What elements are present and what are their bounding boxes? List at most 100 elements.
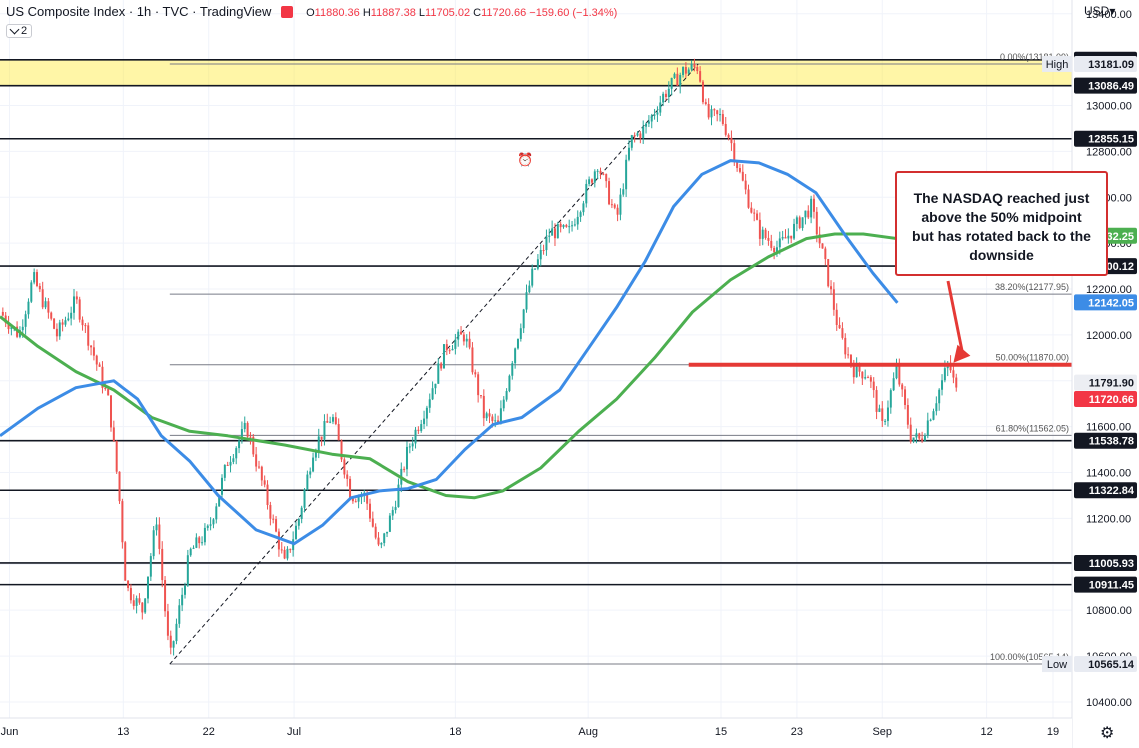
candle-body [693, 64, 696, 67]
candle-body [664, 93, 667, 98]
x-tick-label: 12 [980, 726, 992, 738]
symbol-title[interactable]: US Composite Index · 1h · TVC · TradingV… [6, 4, 272, 19]
fib-level-label: 61.80%(11562.05) [996, 423, 1069, 433]
candle-body [590, 179, 593, 183]
candle-body [371, 518, 374, 527]
horizontal-levels[interactable] [0, 58, 1072, 586]
candle-body [354, 501, 357, 503]
candle-body [41, 289, 44, 308]
candle-body [588, 179, 591, 184]
candle-body [243, 422, 246, 430]
candle-body [568, 226, 571, 228]
candle-body [719, 114, 722, 116]
price-label-bg [1074, 432, 1137, 449]
gear-icon[interactable]: ⚙ [1100, 725, 1115, 742]
candle-body [152, 530, 155, 557]
candle-body [343, 459, 346, 475]
candle-body [915, 433, 918, 438]
candle-body [835, 309, 838, 325]
candle-body [98, 364, 101, 367]
candle-body [323, 421, 326, 440]
candle-body [696, 66, 699, 72]
candle-body [457, 331, 460, 340]
candle-body [408, 446, 411, 448]
candle-body [804, 210, 807, 218]
fib-level-label: 38.20%(12177.95) [995, 282, 1069, 292]
candle-body [494, 420, 497, 422]
candle-body [881, 408, 884, 421]
candle-body [460, 331, 463, 335]
candle-body [283, 549, 286, 559]
candle-body [733, 143, 736, 162]
indicators-toggle[interactable]: 2 [6, 24, 33, 38]
candle-body [320, 436, 323, 440]
candle-body [1, 311, 4, 316]
candle-body [471, 347, 474, 373]
candle-body [306, 474, 309, 490]
candle-body [770, 240, 773, 248]
candle-body [895, 364, 898, 379]
chevron-down-icon [9, 24, 20, 35]
candle-body [411, 443, 414, 447]
candle-body [380, 543, 383, 545]
candle-body [511, 363, 514, 376]
y-tick-label: 12000.00 [1086, 330, 1132, 342]
candle-body [516, 338, 519, 349]
candle-body [650, 115, 653, 122]
price-label-bg [1074, 294, 1137, 311]
candle-body [374, 526, 377, 538]
candle-body [761, 229, 764, 239]
time-axis[interactable]: Jun 13 22 Jul 18 Aug 15 23 Sep 12 19 [0, 717, 1072, 748]
x-tick-label: Jul [287, 726, 301, 738]
candle-body [425, 407, 428, 419]
fib-level-label: 100.00%(10565.14) [990, 652, 1069, 662]
candle-body [571, 225, 574, 227]
candle-body [232, 458, 235, 462]
x-tick-label: 22 [203, 726, 215, 738]
candle-body [699, 71, 702, 82]
candle-body [482, 395, 485, 419]
candle-body [189, 548, 192, 556]
candle-body [573, 224, 576, 226]
candle-body [269, 505, 272, 519]
candle-body [499, 408, 502, 424]
price-axis[interactable]: 10400.0010600.0010800.0011000.0011200.00… [1042, 0, 1139, 748]
candle-body [317, 436, 320, 452]
candle-body [462, 334, 465, 342]
candle-body [932, 411, 935, 420]
candle-body [67, 318, 70, 321]
candle-body [38, 285, 41, 290]
green-moving-average [0, 232, 898, 500]
candle-body [346, 474, 349, 479]
currency-selector[interactable]: USD▾ [1084, 4, 1116, 18]
candle-body [175, 623, 178, 642]
annotation-callout[interactable]: The NASDAQ reached just above the 50% mi… [895, 171, 1108, 276]
candle-body [744, 180, 747, 190]
candle-body [869, 377, 872, 382]
price-label: 13086.49 [1088, 81, 1134, 93]
candle-body [858, 363, 861, 372]
fibonacci-retracement[interactable]: 0.00%(13181.09) 38.20%(12177.95) 50.00%(11… [169, 52, 1072, 665]
candle-body [158, 524, 161, 549]
alarm-clock-icon[interactable]: ⏰ [517, 152, 534, 167]
arrow-shaft [946, 280, 964, 354]
candle-body [935, 403, 938, 412]
candle-body [101, 366, 104, 388]
trendline[interactable] [169, 63, 699, 665]
candle-body [491, 416, 494, 422]
candle-body [286, 548, 289, 559]
candle-body [642, 126, 645, 139]
candle-body [505, 391, 508, 400]
candle-body [941, 380, 944, 390]
candle-body [329, 421, 332, 423]
candle-body [78, 299, 81, 320]
candle-body [656, 112, 659, 115]
candle-body [252, 436, 255, 455]
price-label-bg [1074, 576, 1137, 593]
candle-body [95, 355, 98, 365]
candle-body [212, 519, 215, 525]
price-tag-bg [1042, 656, 1072, 673]
price-label: 11791.90 [1089, 378, 1134, 390]
candle-body [844, 337, 847, 355]
